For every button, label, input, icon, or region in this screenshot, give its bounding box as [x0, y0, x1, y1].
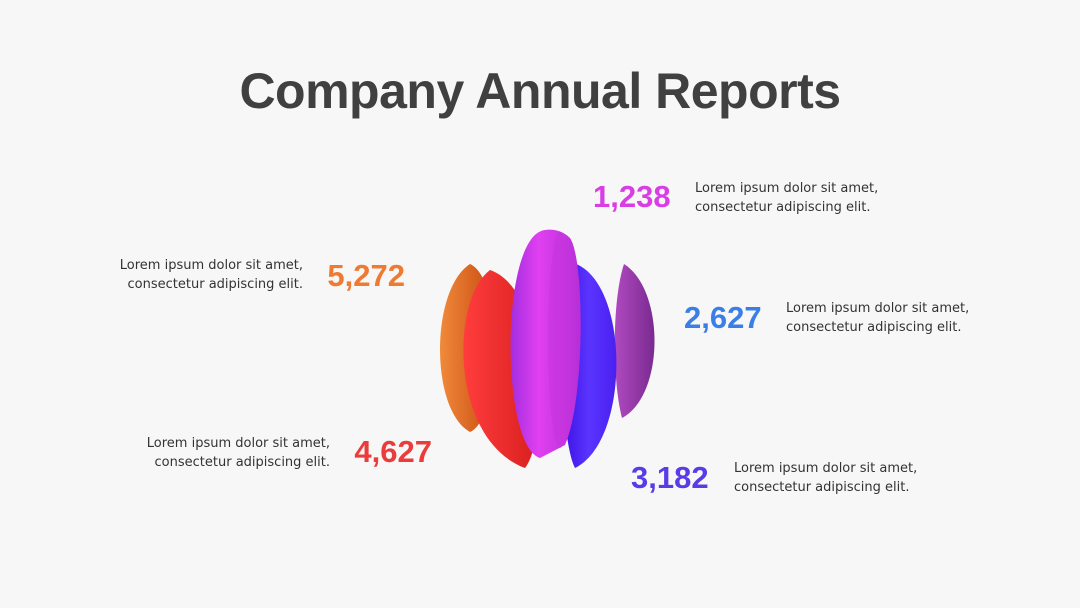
slice-edge [548, 232, 572, 448]
description-line: Lorem ipsum dolor sit amet, [146, 436, 330, 451]
description-line: Lorem ipsum dolor sit amet, [734, 461, 918, 476]
description-line: Lorem ipsum dolor sit amet, [786, 301, 970, 316]
value: 3,182 [631, 460, 709, 495]
description: Lorem ipsum dolor sit amet, consectetur a… [786, 299, 969, 337]
description: Lorem ipsum dolor sit amet, consectetur a… [734, 459, 917, 497]
description-line: consectetur adipiscing elit. [695, 200, 871, 215]
description: Lorem ipsum dolor sit amet, consectetur a… [147, 434, 330, 472]
slice [614, 264, 655, 418]
description: Lorem ipsum dolor sit amet, consectetur a… [120, 256, 303, 294]
title: Company Annual Reports [239, 63, 841, 119]
sphere-graphic [440, 229, 655, 468]
description-line: Lorem ipsum dolor sit amet, [119, 258, 303, 273]
value: 1,238 [593, 179, 671, 214]
description-line: consectetur adipiscing elit. [786, 320, 962, 335]
description-line: consectetur adipiscing elit. [734, 480, 910, 495]
value: 4,627 [354, 434, 432, 469]
value: 5,272 [327, 258, 405, 293]
value: 2,627 [684, 300, 762, 335]
description: Lorem ipsum dolor sit amet, consectetur a… [695, 179, 878, 217]
description-line: Lorem ipsum dolor sit amet, [695, 181, 879, 196]
description-line: consectetur adipiscing elit. [154, 455, 330, 470]
description-line: consectetur adipiscing elit. [127, 277, 303, 292]
